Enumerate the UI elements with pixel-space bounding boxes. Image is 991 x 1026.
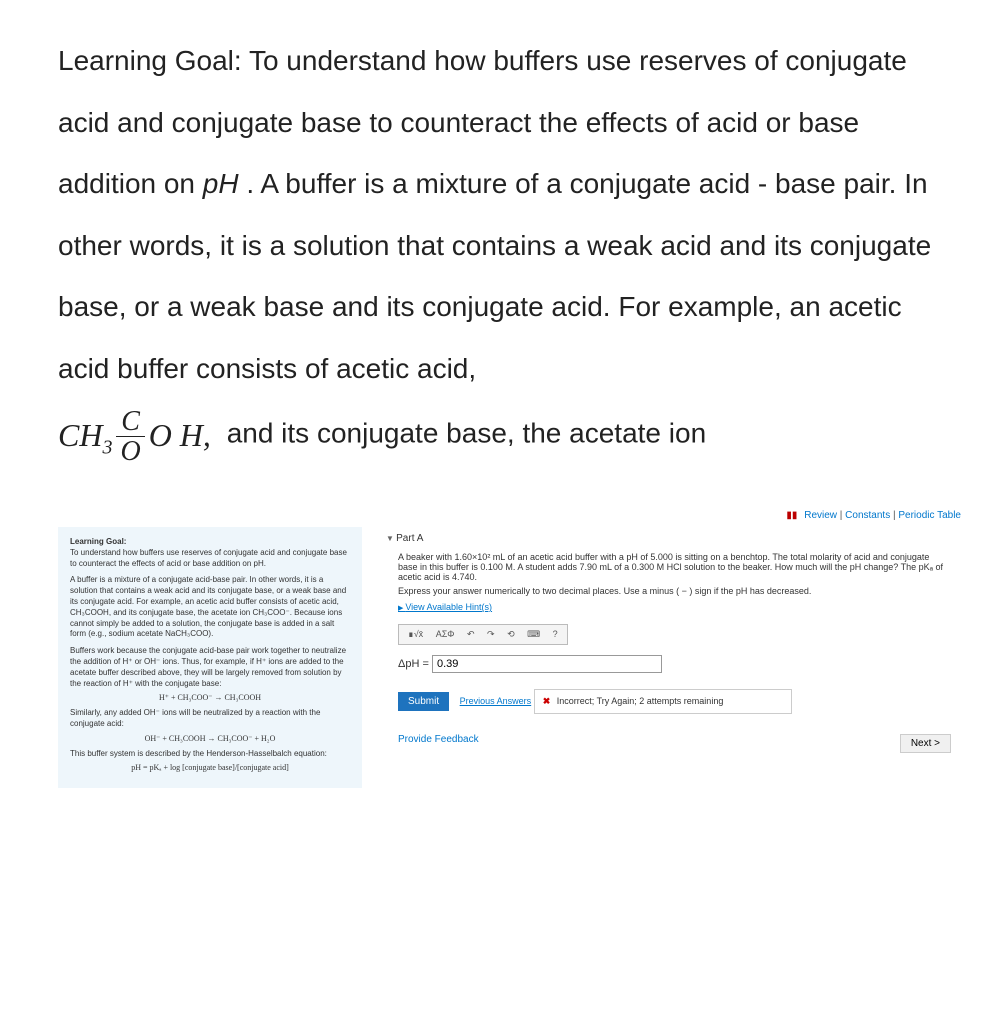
left-title: Learning Goal: — [70, 537, 350, 548]
left-eq1: H⁺ + CH₃COO⁻ → CH₃COOH — [70, 693, 350, 704]
formula-frac: CO — [116, 408, 144, 468]
left-eq2: OH⁻ + CH₃COOH → CH₃COO⁻ + H₂O — [70, 734, 350, 745]
part-a-header[interactable]: Part A — [376, 527, 961, 550]
toolbar-undo-icon[interactable]: ↶ — [462, 627, 480, 642]
toolbar-reset-icon[interactable]: ⟲ — [502, 627, 520, 642]
left-p5: This buffer system is described by the H… — [70, 749, 350, 760]
question-body: A beaker with 1.60×10² mL of an acetic a… — [376, 550, 961, 724]
feedback-box: ✖ Incorrect; Try Again; 2 attempts remai… — [534, 689, 792, 714]
ph-variable: pH — [203, 168, 239, 199]
incorrect-x-icon: ✖ — [543, 696, 551, 706]
left-eq3: pH = pKₐ + log [conjugate base]/[conjuga… — [70, 763, 350, 774]
feedback-text: Incorrect; Try Again; 2 attempts remaini… — [557, 696, 724, 706]
left-p3: Buffers work because the conjugate acid-… — [70, 646, 350, 689]
top-links-bar: ▮▮ Review | Constants | Periodic Table — [0, 510, 991, 527]
toolbar-btn-2[interactable]: ΑΣΦ — [431, 627, 460, 641]
right-question-panel: Part A A beaker with 1.60×10² mL of an a… — [376, 527, 961, 753]
toolbar-keyboard-icon[interactable]: ⌨ — [522, 627, 545, 642]
frac-num: C — [116, 408, 144, 437]
toolbar-help-icon[interactable]: ? — [548, 627, 563, 641]
constants-link[interactable]: Constants — [845, 510, 890, 521]
provide-feedback-link[interactable]: Provide Feedback — [398, 734, 479, 753]
formula-sub3: 3 — [102, 436, 112, 458]
formula-ch: CH — [58, 417, 102, 453]
review-link[interactable]: Review — [804, 510, 837, 521]
previous-answers-link[interactable]: Previous Answers — [460, 696, 532, 706]
answer-toolbar: ∎√x̄ ΑΣΦ ↶ ↷ ⟲ ⌨ ? — [398, 624, 568, 645]
flag-icon: ▮▮ — [786, 510, 797, 521]
submit-button[interactable]: Submit — [398, 692, 449, 711]
formula-oh: O H, — [149, 417, 211, 453]
answer-row: ΔpH = — [398, 655, 951, 673]
answer-label: ΔpH = — [398, 658, 432, 670]
acetic-acid-formula: CH3COO H, — [58, 400, 211, 470]
left-p4: Similarly, any added OH⁻ ions will be ne… — [70, 708, 350, 730]
view-hints-link[interactable]: View Available Hint(s) — [398, 602, 951, 612]
bottom-row: Provide Feedback Next > — [376, 724, 961, 753]
left-p2: A buffer is a mixture of a conjugate aci… — [70, 575, 350, 640]
toolbar-redo-icon[interactable]: ↷ — [482, 627, 500, 642]
question-text-2: Express your answer numerically to two d… — [398, 586, 951, 596]
lg-end: and its conjugate base, the acetate ion — [227, 417, 706, 448]
answer-input[interactable] — [432, 655, 662, 673]
learning-goal-text: Learning Goal: To understand how buffers… — [0, 0, 991, 510]
frac-den: O — [116, 437, 144, 468]
problem-area: Learning Goal: To understand how buffers… — [0, 527, 991, 808]
lg-mid: . A buffer is a mixture of a conjugate a… — [58, 168, 931, 384]
left-p1: To understand how buffers use reserves o… — [70, 548, 350, 570]
periodic-table-link[interactable]: Periodic Table — [898, 510, 961, 521]
left-info-panel: Learning Goal: To understand how buffers… — [58, 527, 362, 788]
question-text-1: A beaker with 1.60×10² mL of an acetic a… — [398, 552, 951, 582]
toolbar-btn-1[interactable]: ∎√x̄ — [403, 627, 428, 642]
next-button[interactable]: Next > — [900, 734, 951, 753]
